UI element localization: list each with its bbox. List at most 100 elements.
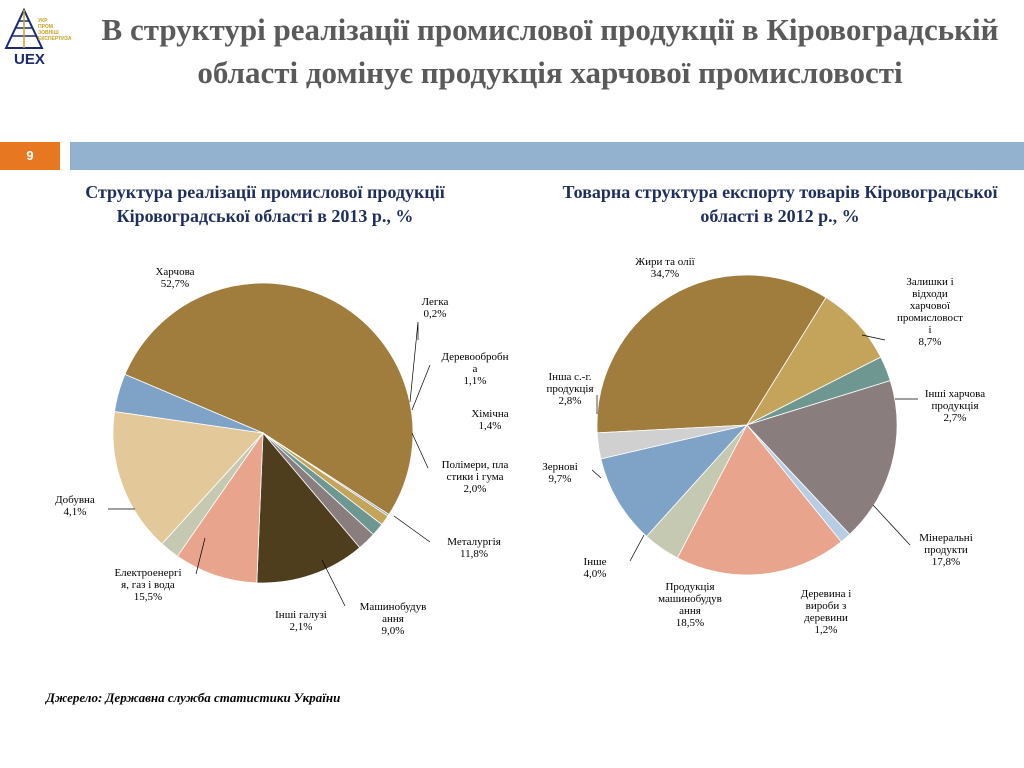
slice-label-text: Металургія [447, 536, 501, 548]
leader-line [872, 504, 911, 546]
leader-line [195, 537, 206, 575]
right-label-залишки-і-відходи-харчової-промисловості: Залишки івідходихарчовоїпромисловості8,7… [861, 276, 963, 348]
slice-label-text: 9,0% [382, 625, 405, 637]
slice-label-text: 1,1% [464, 375, 487, 387]
slice-label-text: Деревообробн [441, 351, 508, 363]
right-slice-зернові [600, 424, 749, 537]
slice-label-text: 17,8% [932, 556, 960, 568]
right-slice-продукція-машинобудування [676, 424, 842, 576]
slice-label-text: Хімічна [471, 408, 508, 420]
slice-label-text: 2,8% [559, 395, 582, 407]
slice-label-text: 4,1% [64, 506, 87, 518]
slice-label-text: Машинобудув [360, 601, 427, 613]
slice-label-text: машинобудув [658, 593, 722, 605]
slice-label-text: харчової [910, 300, 951, 312]
slice-label-text: Харчова [155, 266, 194, 278]
divider-bar [70, 142, 1024, 170]
slice-label-text: 9,7% [549, 473, 572, 485]
slice-label-text: Електроенергі [114, 567, 181, 579]
right-pie [596, 274, 898, 576]
leader-line [861, 334, 886, 341]
slice-label-text: 2,0% [464, 483, 487, 495]
left-chart-title: Структура реалізації промислової продукц… [85, 182, 445, 226]
slice-label-text: деревини [804, 612, 848, 624]
right-chart-title: Товарна структура експорту товарів Кіров… [562, 182, 998, 226]
slice-label-text: вироби з [806, 600, 847, 612]
pyramid-logo-icon [4, 7, 44, 49]
slice-label-text: 2,7% [944, 412, 967, 424]
slice-label-text: 34,7% [651, 268, 679, 280]
leader-line [321, 559, 346, 607]
slice-label-text: Добувна [55, 494, 95, 506]
slice-label-text: 2,1% [290, 621, 313, 633]
slice-label-text: 11,8% [460, 548, 488, 560]
leader-line [629, 534, 645, 562]
page-number: 9 [0, 142, 60, 170]
leader-line [411, 432, 429, 469]
slice-label-text: 4,0% [584, 568, 607, 580]
slice-label-text: Інші галузі [275, 609, 327, 621]
logo-subtitle: УКР ПРОМ ЗОВНІШ ЕКСПЕРТИЗА [38, 18, 72, 42]
slice-label-text: 18,5% [676, 617, 704, 629]
slice-label-text: я, газ і вода [121, 579, 175, 591]
leader-line [409, 321, 419, 403]
right-slice-залишки-і-відходи-харчової-промисловості [745, 296, 882, 427]
slice-label-text: промисловост [897, 312, 963, 324]
slice-label-text: а [473, 363, 478, 375]
right-slice-інша-с-г-продукція [596, 424, 748, 460]
slice-label-text: Продукція [665, 581, 714, 593]
right-slice-мінеральні-продукти [746, 380, 898, 535]
slice-label-text: Полімери, пла [442, 459, 509, 471]
left-slice-машинобудування [176, 431, 264, 584]
left-slice-металургія [256, 431, 361, 584]
left-pie [112, 282, 414, 584]
slice-label-text: продукція [931, 400, 978, 412]
slice-label-text: Легка [422, 296, 449, 308]
slice-label-text: Жири та олії [635, 256, 695, 268]
slice-label-text: 15,5% [134, 591, 162, 603]
source-note: Джерело: Державна служба статистики Укра… [46, 690, 341, 705]
slice-label-text: 0,2% [424, 308, 447, 320]
left-slice-харчова [124, 282, 414, 516]
slice-label-text: Інше [584, 556, 607, 568]
slice-label-text: ання [679, 605, 701, 617]
slice-label-text: 1,4% [479, 420, 502, 432]
slice-label-text: стики і гума [447, 471, 504, 483]
logo: УКР ПРОМ ЗОВНІШ ЕКСПЕРТИЗА UEX [4, 7, 76, 68]
right-slice-жири-та-олії [596, 274, 827, 434]
slice-label-text: Деревина і [801, 588, 852, 600]
leader-line [411, 364, 431, 411]
logo-name: UEX [14, 51, 45, 68]
slice-label-text: і [928, 324, 931, 336]
slice-label-text: Зернові [542, 461, 578, 473]
slice-label-text: продукція [546, 383, 593, 395]
slice-label-text: Інші харчова [925, 388, 985, 400]
slice-label-text: Залишки і [906, 276, 953, 288]
slice-label-text: Інша с.-г. [549, 371, 592, 383]
slice-label-text: ання [382, 613, 404, 625]
left-slice-електроенергія-газ-і-вода [112, 411, 264, 545]
leader-line [393, 515, 431, 543]
slice-label-text: 8,7% [919, 336, 942, 348]
slice-label-text: Мінеральні [919, 532, 973, 544]
slice-label-text: 1,2% [815, 624, 838, 636]
slice-label-text: відходи [912, 288, 948, 300]
